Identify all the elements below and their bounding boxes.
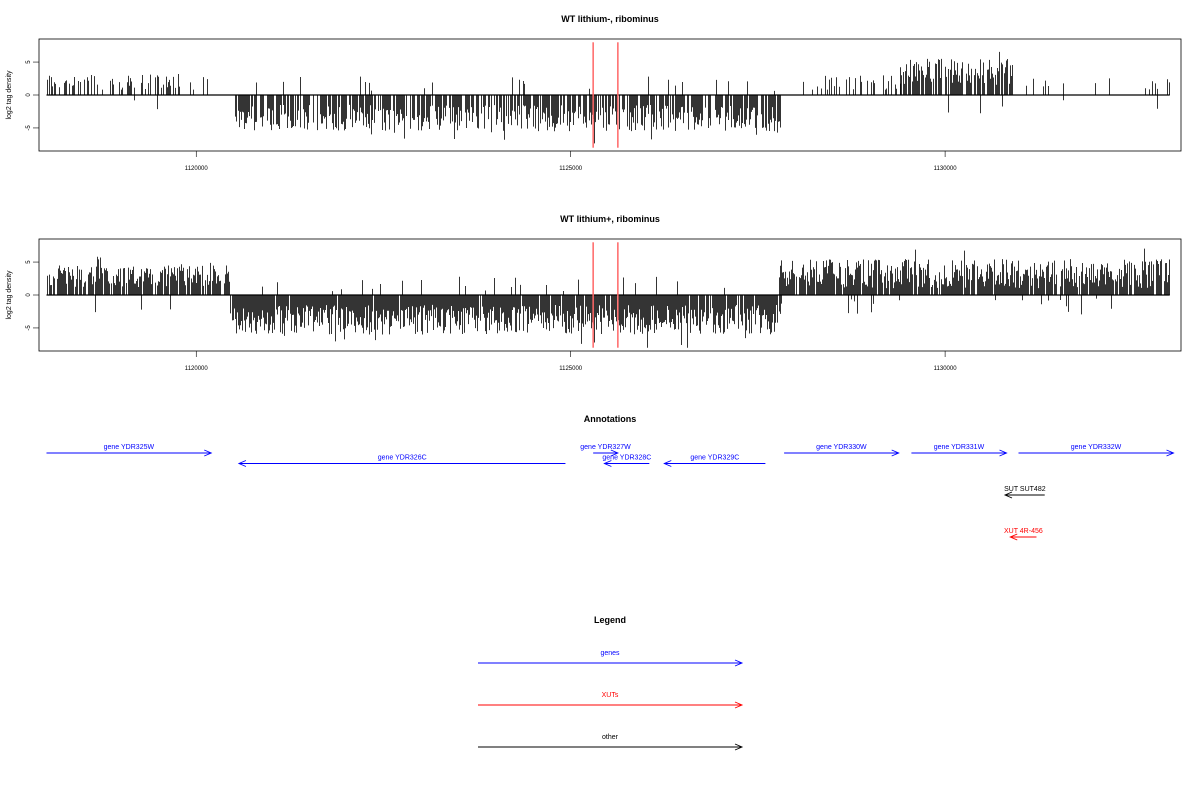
- bar-series: [47, 248, 1170, 348]
- panel-lithium-plus: WT lithium+, ribominus log2 tag density …: [6, 214, 1182, 372]
- annotations-title: Annotations: [584, 414, 637, 424]
- y-axis-label: log2 tag density: [6, 70, 13, 120]
- arrowhead: [734, 659, 744, 667]
- annotation-feature: gene YDR328C: [602, 455, 651, 467]
- bar-series: [47, 51, 1170, 144]
- annotation-feature: XUT 4R-456: [1004, 528, 1043, 541]
- legend-label: XUTs: [602, 692, 619, 699]
- annotation-feature: gene YDR326C: [237, 455, 566, 467]
- arrowhead: [663, 460, 672, 467]
- arrowhead: [237, 460, 247, 467]
- arrowhead: [603, 460, 612, 467]
- arrowhead: [204, 449, 213, 457]
- arrowhead: [1003, 491, 1013, 499]
- features: gene YDR325W gene YDR326C gene YDR327W gene…: [46, 444, 1175, 541]
- markers: [592, 242, 619, 348]
- feature-label: gene YDR328C: [602, 455, 651, 462]
- x-tick-label: 1125000: [559, 166, 583, 172]
- panel-lithium-minus: WT lithium-, ribominus log2 tag density …: [6, 14, 1182, 172]
- annotation-feature: gene YDR327W: [580, 444, 631, 457]
- y-tick-label: -5: [26, 125, 32, 131]
- panel-title: WT lithium+, ribominus: [560, 214, 660, 224]
- y-axis-label: log2 tag density: [6, 270, 13, 320]
- legend-item: other: [478, 734, 744, 751]
- markers: [592, 42, 619, 148]
- arrowhead: [610, 449, 620, 457]
- panel-title: WT lithium-, ribominus: [561, 14, 659, 24]
- y-tick-label: 5: [26, 260, 32, 264]
- feature-label: SUT SUT482: [1004, 486, 1046, 493]
- feature-label: gene YDR329C: [690, 455, 739, 462]
- x-tick-label: 1120000: [185, 166, 209, 172]
- feature-label: gene YDR327W: [580, 444, 631, 451]
- arrowhead: [1166, 449, 1175, 457]
- legend-label: genes: [600, 650, 620, 657]
- x-tick-label: 1125000: [559, 366, 583, 372]
- y-tick-label: -5: [26, 325, 32, 331]
- legend-title: Legend: [594, 615, 626, 625]
- feature-label: XUT 4R-456: [1004, 528, 1043, 535]
- annotation-feature: gene YDR332W: [1018, 444, 1175, 457]
- x-tick-label: 1130000: [934, 166, 958, 172]
- x-tick-label: 1130000: [934, 366, 958, 372]
- arrowhead: [891, 449, 900, 457]
- y-tick-label: 5: [26, 60, 32, 64]
- arrowhead: [734, 743, 744, 751]
- legend-items: genes XUTs other: [478, 650, 744, 751]
- annotation-feature: gene YDR330W: [784, 444, 900, 457]
- legend: Legend genes XUTs other: [478, 615, 744, 751]
- legend-label: other: [602, 734, 619, 741]
- arrowhead: [1009, 533, 1018, 541]
- legend-item: genes: [478, 650, 744, 667]
- annotation-feature: gene YDR329C: [663, 455, 766, 467]
- annotation-feature: gene YDR325W: [46, 444, 213, 457]
- arrowhead: [999, 449, 1008, 457]
- legend-item: XUTs: [478, 692, 744, 709]
- feature-label: gene YDR330W: [816, 444, 867, 451]
- annotation-feature: gene YDR331W: [911, 444, 1008, 457]
- y-tick-label: 0: [26, 93, 32, 97]
- feature-label: gene YDR331W: [934, 444, 985, 451]
- feature-label: gene YDR332W: [1071, 444, 1122, 451]
- y-tick-label: 0: [26, 293, 32, 297]
- feature-label: gene YDR326C: [378, 455, 427, 462]
- x-tick-label: 1120000: [185, 366, 209, 372]
- feature-label: gene YDR325W: [104, 444, 155, 451]
- arrowhead: [734, 701, 744, 709]
- annotation-feature: SUT SUT482: [1003, 486, 1046, 499]
